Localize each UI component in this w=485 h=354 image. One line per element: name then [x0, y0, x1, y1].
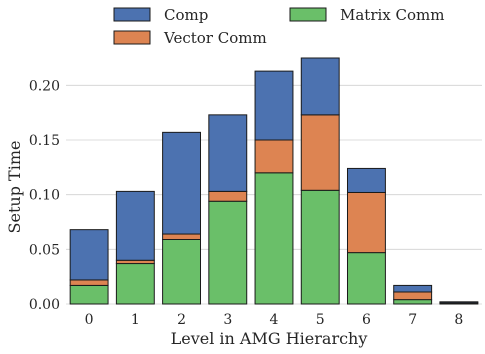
bar-segment-matrix-comm — [346, 252, 386, 305]
x-tick-label: 6 — [362, 312, 371, 328]
bar-segment-comp — [208, 114, 248, 192]
bar-segment-matrix-comm — [115, 263, 155, 305]
bar-segment-comp — [300, 57, 340, 116]
bar-segment-matrix-comm — [69, 284, 109, 305]
bar-segment-vector-comm — [162, 233, 202, 240]
x-tick-label: 7 — [408, 312, 417, 328]
y-tick-label: 0.10 — [29, 188, 60, 204]
bar-segment-vector-comm — [300, 114, 340, 191]
bar-segment-matrix-comm — [208, 200, 248, 305]
bar-segment-matrix-comm — [300, 189, 340, 305]
x-tick-label: 8 — [454, 312, 463, 328]
bar-segment-comp — [162, 131, 202, 235]
bar-segment-comp — [393, 284, 433, 293]
bar-segment-comp — [346, 167, 386, 193]
x-tick-label: 1 — [131, 312, 140, 328]
legend-label: Matrix Comm — [340, 6, 444, 24]
legend-swatch — [113, 30, 151, 45]
bar-segment-vector-comm — [393, 291, 433, 301]
bar-segment-vector-comm — [254, 139, 294, 174]
y-axis-label: Setup Time — [5, 141, 24, 234]
legend-entry: Comp — [113, 6, 208, 24]
bar-segment-vector-comm — [208, 190, 248, 202]
bar-segment-vector-comm — [69, 279, 109, 286]
x-tick-label: 3 — [223, 312, 232, 328]
bar-segment-matrix-comm — [162, 238, 202, 305]
legend-entry: Vector Comm — [113, 29, 267, 47]
bar-segment-matrix-comm — [393, 299, 433, 305]
legend-entry: Matrix Comm — [289, 6, 444, 24]
y-tick-label: 0.20 — [29, 78, 60, 94]
axes-layer: 0.00 0.05 0.10 0.15 0.20 0 1 2 3 4 5 6 7 8 — [29, 78, 464, 328]
legend-label: Vector Comm — [163, 29, 267, 47]
y-tick-label: 0.05 — [29, 242, 60, 258]
x-tick-label: 2 — [177, 312, 186, 328]
bar-segment-comp — [254, 70, 294, 141]
y-tick-label: 0.15 — [29, 133, 60, 149]
bar-segment-matrix-comm — [254, 172, 294, 305]
legend-swatch — [289, 7, 327, 22]
x-axis-label: Level in AMG Hierarchy — [171, 329, 368, 348]
legend-label: Comp — [164, 6, 208, 24]
bar-segment-comp — [115, 190, 155, 261]
x-tick-label: 0 — [85, 312, 94, 328]
legend-swatch — [113, 7, 151, 22]
bar-segment-comp — [69, 229, 109, 281]
x-tick-label: 5 — [316, 312, 325, 328]
bar-segment-vector-comm — [346, 191, 386, 254]
legend: Comp Matrix Comm Vector Comm — [113, 6, 444, 47]
y-tick-label: 0.00 — [29, 297, 60, 313]
x-tick-label: 4 — [270, 312, 279, 328]
bar-segment-comp — [439, 301, 479, 304]
bars-layer — [69, 57, 479, 305]
